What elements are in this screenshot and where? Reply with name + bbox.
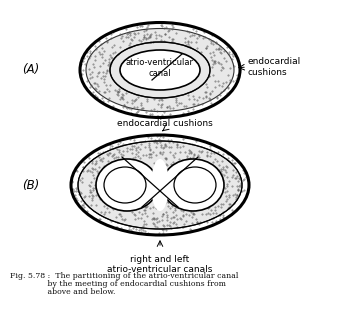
Text: (A): (A) [22,63,39,76]
Ellipse shape [174,167,216,203]
Ellipse shape [78,141,242,229]
Ellipse shape [120,50,200,90]
Text: atrio-ventricular
canal: atrio-ventricular canal [126,58,194,78]
Text: right and left
atrio-ventricular canals: right and left atrio-ventricular canals [107,255,213,275]
Ellipse shape [151,159,169,211]
Ellipse shape [86,29,234,112]
Ellipse shape [79,142,241,228]
Ellipse shape [96,159,158,211]
Text: endocardial
cushions: endocardial cushions [248,57,301,77]
Ellipse shape [162,159,224,211]
Ellipse shape [81,23,239,117]
Ellipse shape [104,167,146,203]
Ellipse shape [72,136,248,234]
Text: by the meeting of endocardial cushions from: by the meeting of endocardial cushions f… [10,280,226,288]
Text: (B): (B) [22,178,39,191]
Text: Fig. 5.78 :  The partitioning of the atrio-ventricular canal: Fig. 5.78 : The partitioning of the atri… [10,272,238,280]
Ellipse shape [110,42,210,98]
Text: above and below.: above and below. [10,288,116,296]
Text: endocardial cushions: endocardial cushions [117,119,213,127]
